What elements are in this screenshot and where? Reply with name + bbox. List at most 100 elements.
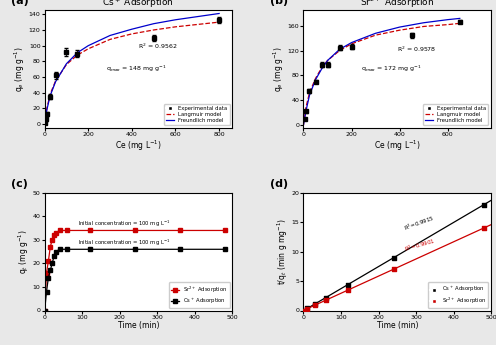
Cs$^+$ Adsorption [44,289,50,294]
Cs$^+$ Adsorption [222,247,228,252]
Langmuir model [457,21,463,26]
Point [480,225,488,231]
Langmuir model [47,92,53,96]
Text: R$^2$=0.9915: R$^2$=0.9915 [403,214,436,233]
Freundlich model [312,78,318,82]
Text: q$_{max}$ = 172 mg g$^{-1}$: q$_{max}$ = 172 mg g$^{-1}$ [361,63,422,73]
Freundlich model [129,27,135,31]
Sr$^{2+}$ Adsorption [42,308,48,313]
Y-axis label: t/q$_t$ (min g mg$^{-1}$): t/q$_t$ (min g mg$^{-1}$) [276,218,290,285]
Langmuir model [151,28,157,32]
Text: R$^2$=0.9901: R$^2$=0.9901 [403,236,436,254]
Line: Sr$^{2+}$ Adsorption: Sr$^{2+}$ Adsorption [43,229,227,312]
Cs$^+$ Adsorption [49,262,55,266]
Sr$^{2+}$ Adsorption [222,228,228,233]
Y-axis label: q$_e$ (mg g$^{-1}$): q$_e$ (mg g$^{-1}$) [272,46,286,92]
Freundlich model [194,14,200,19]
Langmuir model [194,22,200,27]
Sr$^{2+}$ Adsorption [177,228,183,233]
Title: Sr$^{2+}$ Adsorption: Sr$^{2+}$ Adsorption [360,0,434,10]
Freundlich model [324,58,330,62]
Point [322,295,330,300]
Langmuir model [303,106,309,110]
Sr$^{2+}$ Adsorption [64,228,70,233]
Freundlich model [47,94,53,98]
Langmuir model [324,58,330,62]
Line: Cs$^+$ Adsorption: Cs$^+$ Adsorption [43,248,227,312]
Langmuir model [397,28,403,32]
Sr$^{2+}$ Adsorption [49,238,55,242]
Freundlich model [445,18,451,22]
Y-axis label: q$_t$ (mg g$^{-1}$): q$_t$ (mg g$^{-1}$) [17,229,31,274]
Text: R$^2$ = 0.9562: R$^2$ = 0.9562 [138,42,178,51]
Line: Langmuir model: Langmuir model [304,23,460,125]
Text: q$_{max}$ = 148 mg g$^{-1}$: q$_{max}$ = 148 mg g$^{-1}$ [106,64,167,74]
Line: Freundlich model: Freundlich model [45,13,219,124]
Legend: Experimental data, Langmuir model, Freundlich model: Experimental data, Langmuir model, Freun… [164,104,230,126]
Langmuir model [301,123,307,127]
Langmuir model [307,91,312,95]
Freundlich model [85,43,91,48]
Langmuir model [337,49,343,53]
Title: Cs$^+$ Adsorption: Cs$^+$ Adsorption [103,0,175,10]
X-axis label: Ce (mg L$^{-1}$): Ce (mg L$^{-1}$) [115,139,162,153]
Cs$^+$ Adsorption [57,247,62,252]
Point [300,308,308,313]
Freundlich model [63,62,69,66]
Line: Langmuir model: Langmuir model [45,22,219,124]
Freundlich model [53,80,59,84]
Langmuir model [173,25,179,29]
Freundlich model [421,21,427,25]
Langmuir model [74,53,80,57]
Langmuir model [421,24,427,29]
Langmuir model [318,66,324,70]
Langmuir model [107,37,113,41]
Langmuir model [53,79,59,83]
X-axis label: Ce (mg L$^{-1}$): Ce (mg L$^{-1}$) [374,139,421,153]
Langmuir model [312,77,318,81]
Cs$^+$ Adsorption [53,249,59,254]
Legend: Cs$^+$ Adsorption, Sr$^{2+}$ Adsorption: Cs$^+$ Adsorption, Sr$^{2+}$ Adsorption [428,283,489,308]
Cs$^+$ Adsorption [51,254,57,258]
Sr$^{2+}$ Adsorption [87,228,93,233]
Point [311,303,319,308]
Point [389,255,397,261]
Freundlich model [457,16,463,20]
Sr$^{2+}$ Adsorption [53,231,59,235]
Sr$^{2+}$ Adsorption [47,245,53,249]
Y-axis label: q$_e$ (mg g$^{-1}$): q$_e$ (mg g$^{-1}$) [13,46,27,92]
Freundlich model [42,122,48,126]
Text: (d): (d) [270,179,288,189]
Freundlich model [337,47,343,51]
Freundlich model [44,108,50,112]
Text: (c): (c) [11,179,28,189]
Point [303,305,311,311]
Langmuir model [372,33,378,37]
Sr$^{2+}$ Adsorption [132,228,138,233]
Langmuir model [129,32,135,36]
Cs$^+$ Adsorption [42,308,48,313]
X-axis label: Time (min): Time (min) [376,321,418,330]
Cs$^+$ Adsorption [47,268,53,273]
Freundlich model [216,11,222,16]
Point [322,297,330,303]
Text: Initial concentration = 100 mg L$^{-1}$: Initial concentration = 100 mg L$^{-1}$ [78,237,171,248]
Text: (a): (a) [11,0,29,7]
Freundlich model [307,93,312,97]
Text: R$^2$ = 0.9578: R$^2$ = 0.9578 [397,45,436,54]
Sr$^{2+}$ Adsorption [46,259,52,263]
Freundlich model [397,25,403,29]
Langmuir model [44,106,50,110]
Sr$^{2+}$ Adsorption [51,233,57,237]
Point [480,202,488,207]
Sr$^{2+}$ Adsorption [44,271,50,275]
Text: (b): (b) [270,0,288,7]
Langmuir model [42,122,48,126]
Langmuir model [85,47,91,51]
Sr$^{2+}$ Adsorption [57,228,62,233]
Langmuir model [216,20,222,24]
Point [389,267,397,272]
Legend: Experimental data, Langmuir model, Freundlich model: Experimental data, Langmuir model, Freun… [423,104,489,126]
Point [303,306,311,312]
Point [300,308,308,313]
